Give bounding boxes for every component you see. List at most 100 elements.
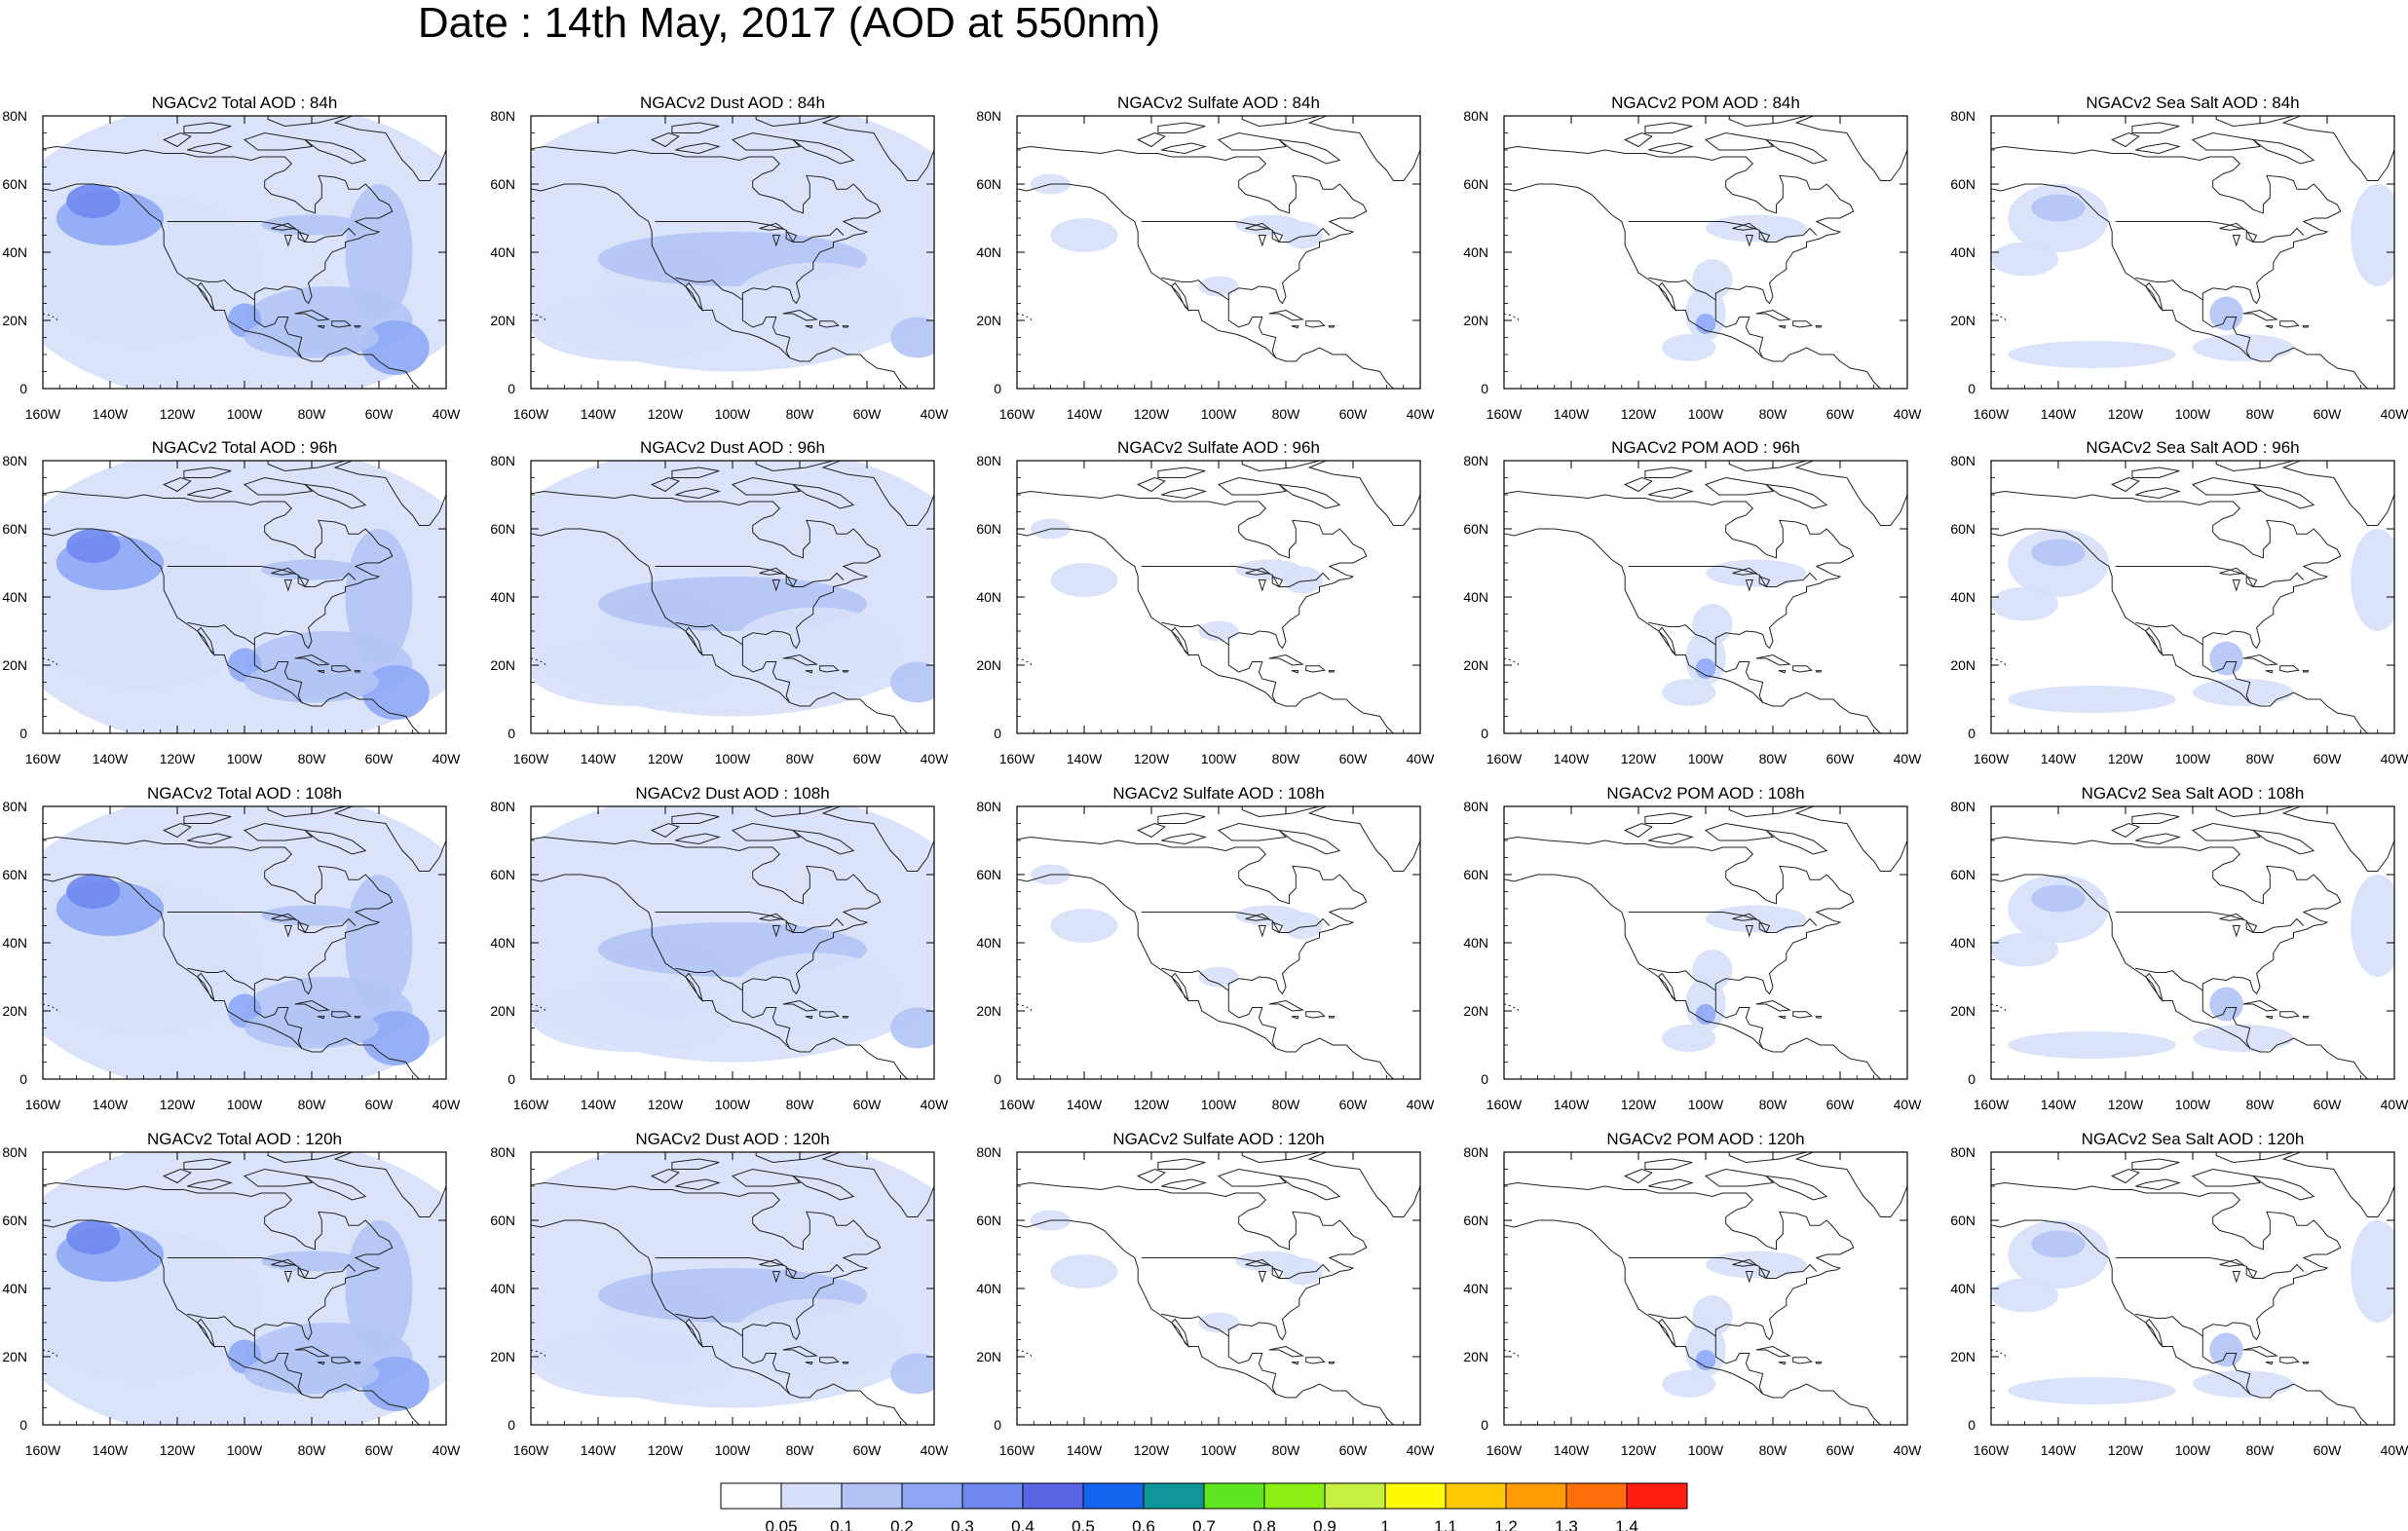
lat-tick-label: 0 [19,1417,27,1433]
lat-tick-label: 20N [976,657,1001,673]
colorbar-label: 1.2 [1494,1517,1518,1531]
lat-tick-label: 0 [508,1417,515,1433]
lon-tick-label: 160W [25,1442,61,1458]
panel-title: NGACv2 Sulfate AOD : 120h [1112,1130,1324,1148]
panel-title: NGACv2 POM AOD : 120h [1606,1130,1804,1148]
map-panel: NGACv2 Total AOD : 108h 160W 140W 120W 100W 8… [2,784,461,1112]
colorbar-box [1324,1482,1386,1510]
colorbar-box [780,1482,843,1510]
lon-tick-label: 120W [1134,1442,1170,1458]
lon-tick-label: 120W [1134,1097,1170,1112]
lat-tick-label: 0 [1481,726,1488,741]
lat-tick-label: 40N [490,1281,515,1296]
lat-tick-label: 0 [994,1071,1001,1087]
lat-tick-label: 60N [1950,1213,1975,1228]
lat-tick-label: 60N [2,521,27,537]
lon-tick-label: 160W [513,406,549,422]
aod-field [1991,806,2394,1079]
lon-tick-label: 100W [227,751,263,766]
lat-tick-label: 0 [994,1417,1001,1433]
lon-tick-label: 80W [1272,406,1301,422]
lon-tick-label: 120W [1621,1442,1657,1458]
lon-tick-label: 160W [999,406,1035,422]
lon-tick-label: 120W [648,1097,684,1112]
lon-tick-label: 160W [1486,1097,1523,1112]
lon-tick-label: 100W [1201,406,1237,422]
aod-field [43,806,446,1079]
lat-tick-label: 0 [1968,1071,1975,1087]
lon-tick-label: 40W [1407,1097,1436,1112]
lon-tick-label: 140W [581,751,617,766]
lon-tick-label: 140W [2041,406,2077,422]
lat-tick-label: 60N [2,1213,27,1228]
lat-tick-label: 40N [976,935,1001,951]
lat-tick-label: 0 [19,726,27,741]
panel-title: NGACv2 Sulfate AOD : 84h [1117,93,1320,112]
lon-tick-label: 80W [2246,406,2276,422]
lat-tick-label: 80N [1950,1144,1975,1160]
lat-tick-label: 20N [2,657,27,673]
lat-tick-label: 20N [976,1349,1001,1364]
lat-tick-label: 20N [1463,313,1488,328]
lat-tick-label: 20N [490,1003,515,1019]
panel-title: NGACv2 Dust AOD : 120h [635,1130,829,1148]
aod-field [1017,806,1420,1079]
colorbar-box [1203,1482,1265,1510]
lat-tick-label: 40N [490,244,515,260]
lat-tick-label: 60N [1463,176,1488,192]
aod-field [1991,116,2394,389]
lon-tick-label: 140W [581,406,617,422]
lon-tick-label: 100W [1688,1442,1724,1458]
lat-tick-label: 80N [2,1144,27,1160]
colorbar-label: 0.05 [765,1517,797,1531]
lat-tick-label: 80N [976,799,1001,814]
coastline [1017,116,1420,389]
map-panel: NGACv2 Dust AOD : 120h 160W 140W 120W 100W 80… [490,1130,949,1458]
coastline [1991,806,2394,1079]
lat-tick-label: 20N [490,657,515,673]
lon-tick-label: 160W [1486,406,1523,422]
lon-tick-label: 140W [2041,1442,2077,1458]
lat-tick-label: 20N [2,313,27,328]
lat-tick-label: 40N [1950,1281,1975,1296]
colorbar-box [1565,1482,1628,1510]
lat-tick-label: 0 [994,726,1001,741]
lon-tick-label: 140W [1067,751,1103,766]
lon-tick-label: 40W [1407,751,1436,766]
lat-tick-label: 0 [508,726,515,741]
lon-tick-label: 40W [1894,751,1923,766]
lon-tick-label: 120W [2108,406,2144,422]
lon-tick-label: 160W [999,1442,1035,1458]
panel-title: NGACv2 POM AOD : 84h [1611,93,1800,112]
lon-tick-label: 40W [1894,406,1923,422]
lat-tick-label: 40N [2,935,27,951]
lat-tick-label: 20N [1463,657,1488,673]
lon-tick-label: 160W [25,751,61,766]
lon-tick-label: 160W [1974,1097,2010,1112]
lon-tick-label: 120W [2108,751,2144,766]
lon-tick-label: 40W [1894,1097,1923,1112]
lat-tick-label: 0 [1481,1417,1488,1433]
map-panel: NGACv2 Total AOD : 96h 160W 140W 120W 100W 80… [2,438,461,766]
lat-tick-label: 40N [1463,1281,1488,1296]
lon-tick-label: 80W [1759,751,1788,766]
lat-tick-label: 20N [1463,1349,1488,1364]
panel-title: NGACv2 Sulfate AOD : 108h [1112,784,1324,803]
lon-tick-label: 140W [581,1097,617,1112]
colorbar-box [1022,1482,1084,1510]
lon-tick-label: 160W [25,406,61,422]
lat-tick-label: 60N [490,521,515,537]
coastline [1017,461,1420,733]
lat-tick-label: 60N [1950,176,1975,192]
lat-tick-label: 80N [976,1144,1001,1160]
lat-tick-label: 20N [1463,1003,1488,1019]
aod-field [1017,461,1420,733]
lon-tick-label: 100W [2175,406,2211,422]
lat-tick-label: 40N [490,589,515,605]
lon-tick-label: 100W [1688,1097,1724,1112]
lon-tick-label: 140W [1554,406,1590,422]
colorbar-label: 0.8 [1253,1517,1276,1531]
lat-tick-label: 20N [1950,1003,1975,1019]
coastline [1017,1152,1420,1425]
colorbar-label: 1.1 [1434,1517,1457,1531]
